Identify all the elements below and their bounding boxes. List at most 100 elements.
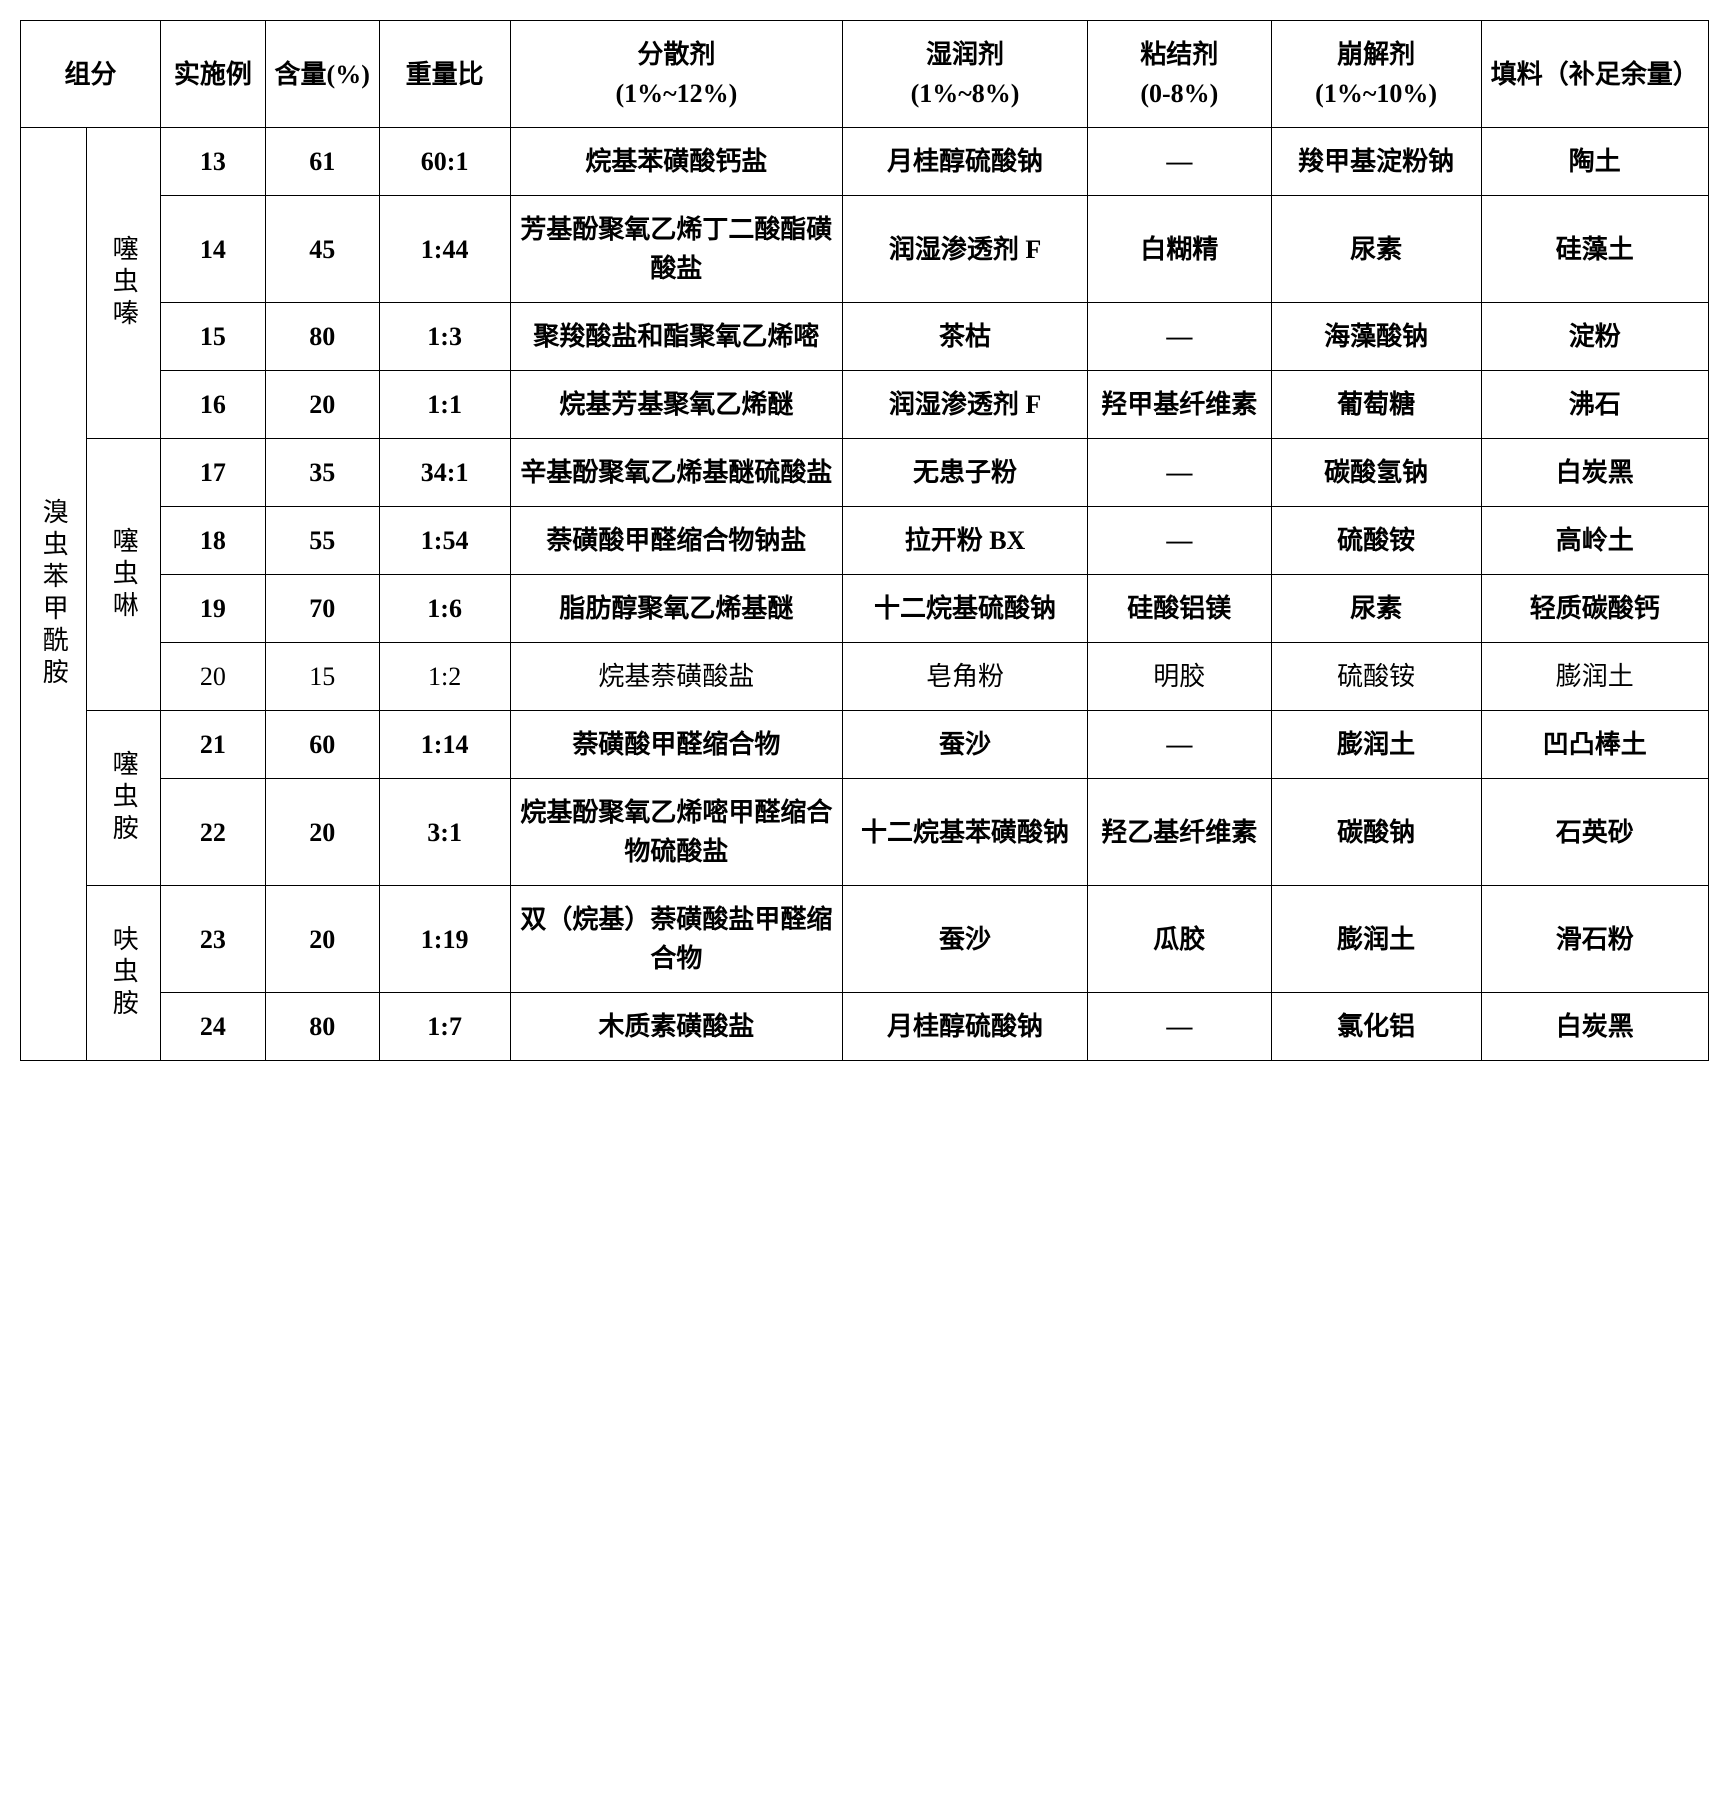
group-label: 噻虫嗪 (87, 128, 160, 439)
cell-binder: — (1087, 303, 1271, 371)
table-row: 溴虫苯甲酰胺噻虫嗪136160:1烷基苯磺酸钙盐月桂醇硫酸钠—羧甲基淀粉钠陶土 (21, 128, 1709, 196)
cell-filler: 沸石 (1481, 371, 1708, 439)
cell-wetting: 润湿渗透剂 F (843, 371, 1088, 439)
formulation-table: 组分实施例含量(%)重量比分散剂(1%~12%)湿润剂(1%~8%)粘结剂(0-… (20, 20, 1709, 1061)
cell-example: 15 (160, 303, 265, 371)
col-header-ratio: 重量比 (379, 21, 510, 128)
cell-filler: 硅藻土 (1481, 196, 1708, 303)
cell-example: 17 (160, 439, 265, 507)
cell-binder: 羟甲基纤维素 (1087, 371, 1271, 439)
cell-dispersant: 脂肪醇聚氧乙烯基醚 (510, 575, 842, 643)
cell-wetting: 拉开粉 BX (843, 507, 1088, 575)
cell-dispersant: 辛基酚聚氧乙烯基醚硫酸盐 (510, 439, 842, 507)
cell-ratio: 1:1 (379, 371, 510, 439)
cell-dispersant: 萘磺酸甲醛缩合物钠盐 (510, 507, 842, 575)
cell-example: 22 (160, 779, 265, 886)
table-row: 18551:54萘磺酸甲醛缩合物钠盐拉开粉 BX—硫酸铵高岭土 (21, 507, 1709, 575)
cell-content: 35 (265, 439, 379, 507)
cell-content: 60 (265, 711, 379, 779)
table-row: 噻虫胺21601:14萘磺酸甲醛缩合物蚕沙—膨润土凹凸棒土 (21, 711, 1709, 779)
cell-ratio: 1:2 (379, 643, 510, 711)
cell-content: 80 (265, 303, 379, 371)
cell-ratio: 1:7 (379, 993, 510, 1061)
cell-binder: — (1087, 128, 1271, 196)
cell-wetting: 无患子粉 (843, 439, 1088, 507)
table-row: 20151:2烷基萘磺酸盐皂角粉明胶硫酸铵膨润土 (21, 643, 1709, 711)
cell-dispersant: 聚羧酸盐和酯聚氧乙烯嘧 (510, 303, 842, 371)
cell-filler: 白炭黑 (1481, 439, 1708, 507)
cell-wetting: 月桂醇硫酸钠 (843, 993, 1088, 1061)
table-row: 19701:6脂肪醇聚氧乙烯基醚十二烷基硫酸钠硅酸铝镁尿素轻质碳酸钙 (21, 575, 1709, 643)
cell-binder: 羟乙基纤维素 (1087, 779, 1271, 886)
cell-ratio: 34:1 (379, 439, 510, 507)
cell-wetting: 十二烷基苯磺酸钠 (843, 779, 1088, 886)
cell-dispersant: 烷基苯磺酸钙盐 (510, 128, 842, 196)
cell-wetting: 蚕沙 (843, 711, 1088, 779)
col-header-group: 组分 (21, 21, 161, 128)
table-row: 噻虫啉173534:1辛基酚聚氧乙烯基醚硫酸盐无患子粉—碳酸氢钠白炭黑 (21, 439, 1709, 507)
cell-binder: — (1087, 993, 1271, 1061)
cell-binder: 瓜胶 (1087, 886, 1271, 993)
group-label: 噻虫胺 (87, 711, 160, 886)
cell-filler: 白炭黑 (1481, 993, 1708, 1061)
cell-ratio: 60:1 (379, 128, 510, 196)
cell-disintegrant: 尿素 (1271, 575, 1481, 643)
cell-filler: 淀粉 (1481, 303, 1708, 371)
table-row: 呋虫胺23201:19双（烷基）萘磺酸盐甲醛缩合物蚕沙瓜胶膨润土滑石粉 (21, 886, 1709, 993)
cell-content: 70 (265, 575, 379, 643)
cell-binder: — (1087, 507, 1271, 575)
cell-binder: — (1087, 439, 1271, 507)
cell-wetting: 蚕沙 (843, 886, 1088, 993)
cell-ratio: 1:14 (379, 711, 510, 779)
cell-content: 45 (265, 196, 379, 303)
cell-dispersant: 烷基酚聚氧乙烯嘧甲醛缩合物硫酸盐 (510, 779, 842, 886)
group-label: 噻虫啉 (87, 439, 160, 711)
table-row: 16201:1烷基芳基聚氧乙烯醚润湿渗透剂 F羟甲基纤维素葡萄糖沸石 (21, 371, 1709, 439)
cell-ratio: 1:19 (379, 886, 510, 993)
table-row: 14451:44芳基酚聚氧乙烯丁二酸酯磺酸盐润湿渗透剂 F白糊精尿素硅藻土 (21, 196, 1709, 303)
cell-ratio: 3:1 (379, 779, 510, 886)
cell-example: 16 (160, 371, 265, 439)
cell-content: 15 (265, 643, 379, 711)
cell-content: 20 (265, 371, 379, 439)
cell-disintegrant: 海藻酸钠 (1271, 303, 1481, 371)
col-header-wetting: 湿润剂(1%~8%) (843, 21, 1088, 128)
cell-wetting: 皂角粉 (843, 643, 1088, 711)
cell-dispersant: 烷基萘磺酸盐 (510, 643, 842, 711)
cell-example: 14 (160, 196, 265, 303)
cell-filler: 膨润土 (1481, 643, 1708, 711)
cell-filler: 滑石粉 (1481, 886, 1708, 993)
cell-example: 21 (160, 711, 265, 779)
cell-dispersant: 双（烷基）萘磺酸盐甲醛缩合物 (510, 886, 842, 993)
cell-example: 24 (160, 993, 265, 1061)
cell-binder: 明胶 (1087, 643, 1271, 711)
cell-disintegrant: 羧甲基淀粉钠 (1271, 128, 1481, 196)
cell-content: 61 (265, 128, 379, 196)
cell-filler: 陶土 (1481, 128, 1708, 196)
cell-example: 20 (160, 643, 265, 711)
cell-example: 23 (160, 886, 265, 993)
table-row: 15801:3聚羧酸盐和酯聚氧乙烯嘧茶枯—海藻酸钠淀粉 (21, 303, 1709, 371)
cell-dispersant: 烷基芳基聚氧乙烯醚 (510, 371, 842, 439)
cell-filler: 石英砂 (1481, 779, 1708, 886)
cell-example: 18 (160, 507, 265, 575)
cell-dispersant: 木质素磺酸盐 (510, 993, 842, 1061)
cell-filler: 高岭土 (1481, 507, 1708, 575)
cell-ratio: 1:54 (379, 507, 510, 575)
cell-disintegrant: 碳酸钠 (1271, 779, 1481, 886)
table-row: 22203:1烷基酚聚氧乙烯嘧甲醛缩合物硫酸盐十二烷基苯磺酸钠羟乙基纤维素碳酸钠… (21, 779, 1709, 886)
table-header: 组分实施例含量(%)重量比分散剂(1%~12%)湿润剂(1%~8%)粘结剂(0-… (21, 21, 1709, 128)
cell-disintegrant: 氯化铝 (1271, 993, 1481, 1061)
cell-wetting: 月桂醇硫酸钠 (843, 128, 1088, 196)
cell-disintegrant: 膨润土 (1271, 711, 1481, 779)
cell-content: 80 (265, 993, 379, 1061)
cell-ratio: 1:3 (379, 303, 510, 371)
cell-ratio: 1:44 (379, 196, 510, 303)
cell-example: 19 (160, 575, 265, 643)
cell-disintegrant: 硫酸铵 (1271, 507, 1481, 575)
cell-disintegrant: 碳酸氢钠 (1271, 439, 1481, 507)
group-label: 呋虫胺 (87, 886, 160, 1061)
col-header-disintegrant: 崩解剂(1%~10%) (1271, 21, 1481, 128)
cell-binder: 硅酸铝镁 (1087, 575, 1271, 643)
cell-ratio: 1:6 (379, 575, 510, 643)
